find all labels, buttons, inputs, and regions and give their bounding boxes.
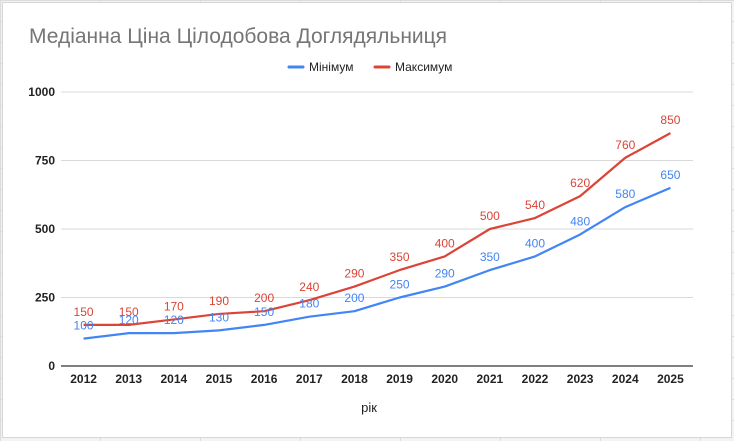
series-line-min	[83, 186, 671, 340]
data-label: 120	[164, 313, 184, 327]
series-line-max	[83, 132, 671, 326]
data-label: 120	[119, 313, 139, 327]
x-tick-label: 2015	[206, 372, 233, 386]
y-tick-label: 0	[48, 359, 55, 373]
y-tick-label: 250	[35, 291, 55, 305]
x-tick-label: 2018	[341, 372, 368, 386]
data-label: 130	[209, 310, 229, 324]
data-label: 400	[525, 236, 545, 250]
data-label: 150	[119, 305, 139, 319]
data-label: 500	[480, 209, 500, 223]
data-label: 150	[74, 305, 94, 319]
x-tick-label: 2019	[386, 372, 413, 386]
data-label: 400	[435, 236, 455, 250]
x-tick-label: 2013	[115, 372, 142, 386]
x-tick-label: 2017	[296, 372, 323, 386]
data-label: 850	[660, 113, 680, 127]
data-label: 580	[615, 187, 635, 201]
x-tick-label: 2012	[70, 372, 97, 386]
legend-label: Мінімум	[309, 60, 353, 74]
data-label: 200	[344, 291, 364, 305]
legend-label: Максимум	[395, 60, 452, 74]
data-label: 190	[209, 294, 229, 308]
x-tick-label: 2016	[251, 372, 278, 386]
chart-title: Медіанна Ціна Цілодобова Доглядяльниця	[29, 25, 448, 48]
line-chart: 0 250 500 750 1000 2012 2013 2014 2015 2016 2017 20…	[28, 60, 693, 415]
x-tick-label: 2021	[477, 372, 504, 386]
x-tick-label: 2022	[522, 372, 549, 386]
data-label: 240	[299, 280, 319, 294]
data-label: 350	[480, 250, 500, 264]
data-label: 100	[74, 319, 94, 333]
x-tick-label: 2024	[612, 372, 639, 386]
x-tick-label: 2023	[567, 372, 594, 386]
data-label: 290	[344, 267, 364, 281]
data-label: 540	[525, 198, 545, 212]
data-label: 200	[254, 291, 274, 305]
data-label: 480	[570, 214, 590, 228]
x-tick-label: 2020	[431, 372, 458, 386]
x-tick-label: 2025	[657, 372, 684, 386]
data-label: 170	[164, 299, 184, 313]
y-tick-label: 750	[35, 154, 55, 168]
data-label: 350	[390, 250, 410, 264]
data-label: 250	[390, 278, 410, 292]
data-label: 290	[435, 267, 455, 281]
y-tick-label: 500	[35, 222, 55, 236]
y-tick-label: 1000	[28, 85, 55, 99]
x-tick-label: 2014	[161, 372, 188, 386]
x-axis-title: рік	[361, 400, 377, 415]
data-label: 760	[615, 138, 635, 152]
data-label: 180	[299, 297, 319, 311]
data-label: 150	[254, 305, 274, 319]
data-label: 620	[570, 176, 590, 190]
data-label: 650	[660, 168, 680, 182]
